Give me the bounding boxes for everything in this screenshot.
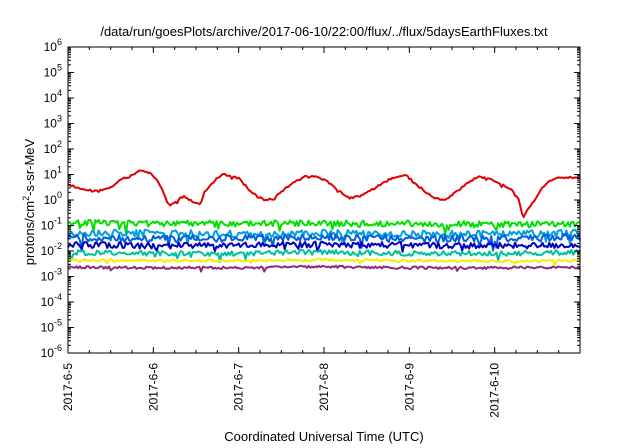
series-group bbox=[67, 169, 581, 273]
y-tick-base: 10 bbox=[44, 66, 58, 80]
series-line bbox=[67, 257, 581, 266]
series-line bbox=[67, 169, 581, 219]
y-tick-base: 10 bbox=[44, 168, 58, 182]
y-tick-base: 10 bbox=[44, 91, 58, 105]
series-line bbox=[67, 240, 581, 253]
y-tick-base: 10 bbox=[44, 193, 58, 207]
y-tick-exponent: -2 bbox=[54, 241, 62, 251]
y-tick-exponent: -5 bbox=[54, 318, 62, 328]
series-line bbox=[67, 218, 581, 236]
svg-text:protons/cm2-s-sr-MeV: protons/cm2-s-sr-MeV bbox=[21, 138, 37, 265]
x-axis-label: Coordinated Universal Time (UTC) bbox=[224, 429, 423, 444]
y-tick-label: 102 bbox=[44, 139, 62, 156]
y-tick-exponent: -4 bbox=[54, 292, 62, 302]
y-tick-base: 10 bbox=[41, 346, 55, 360]
y-tick-base: 10 bbox=[44, 142, 58, 156]
y-tick-label: 101 bbox=[44, 165, 62, 182]
y-tick-exponent: 0 bbox=[57, 190, 62, 200]
x-tick-label: 2017-6-7 bbox=[232, 363, 246, 411]
plot-frame bbox=[67, 46, 581, 354]
y-tick-label: 10-4 bbox=[41, 292, 62, 309]
y-tick-base: 10 bbox=[41, 295, 55, 309]
x-tick-label: 2017-6-9 bbox=[402, 363, 416, 411]
y-tick-exponent: 2 bbox=[57, 139, 62, 149]
x-tick-label: 2017-6-10 bbox=[488, 363, 502, 418]
y-tick-exponent: 5 bbox=[57, 63, 62, 73]
y-tick-exponent: 3 bbox=[57, 114, 62, 124]
series-line bbox=[67, 228, 581, 247]
y-axis-ticks: 10-610-510-410-310-210-11001011021031041… bbox=[41, 37, 580, 360]
y-tick-base: 10 bbox=[41, 321, 55, 335]
x-tick-label: 2017-6-6 bbox=[146, 363, 160, 411]
y-tick-label: 103 bbox=[44, 114, 62, 131]
y-tick-base: 10 bbox=[41, 244, 55, 258]
y-axis-label: protons/cm2-s-sr-MeV bbox=[21, 138, 37, 265]
y-tick-base: 10 bbox=[44, 40, 58, 54]
y-tick-label: 10-6 bbox=[41, 343, 62, 360]
y-tick-exponent: -3 bbox=[54, 267, 62, 277]
y-tick-label: 10-1 bbox=[41, 216, 62, 233]
y-tick-label: 104 bbox=[44, 88, 62, 105]
y-tick-base: 10 bbox=[41, 219, 55, 233]
y-tick-exponent: -6 bbox=[54, 343, 62, 353]
y-tick-exponent: 6 bbox=[57, 37, 62, 47]
y-tick-label: 10-3 bbox=[41, 267, 62, 284]
y-axis-label-sup: 2 bbox=[21, 196, 31, 201]
y-axis-label-rest: -s-sr-MeV bbox=[22, 138, 37, 195]
x-tick-label: 2017-6-5 bbox=[61, 363, 75, 411]
y-tick-label: 10-2 bbox=[41, 241, 62, 258]
x-axis-ticks: 2017-6-5 2017-6-6 2017-6-7 2017-6-8 2017-6-9… bbox=[61, 47, 560, 418]
y-axis-label-main: protons/cm bbox=[22, 201, 37, 265]
y-tick-label: 100 bbox=[44, 190, 62, 207]
y-tick-exponent: -1 bbox=[54, 216, 62, 226]
y-tick-label: 106 bbox=[44, 37, 62, 54]
x-tick-label: 2017-6-8 bbox=[317, 363, 331, 411]
y-tick-exponent: 4 bbox=[57, 88, 62, 98]
series-line bbox=[67, 232, 581, 252]
y-tick-base: 10 bbox=[44, 117, 58, 131]
y-tick-base: 10 bbox=[41, 270, 55, 284]
y-tick-label: 105 bbox=[44, 63, 62, 80]
y-tick-exponent: 1 bbox=[57, 165, 62, 175]
chart-title: /data/run/goesPlots/archive/2017-06-10/2… bbox=[100, 24, 548, 39]
y-tick-label: 10-5 bbox=[41, 318, 62, 335]
series-line bbox=[67, 249, 581, 263]
series-line bbox=[67, 264, 581, 273]
